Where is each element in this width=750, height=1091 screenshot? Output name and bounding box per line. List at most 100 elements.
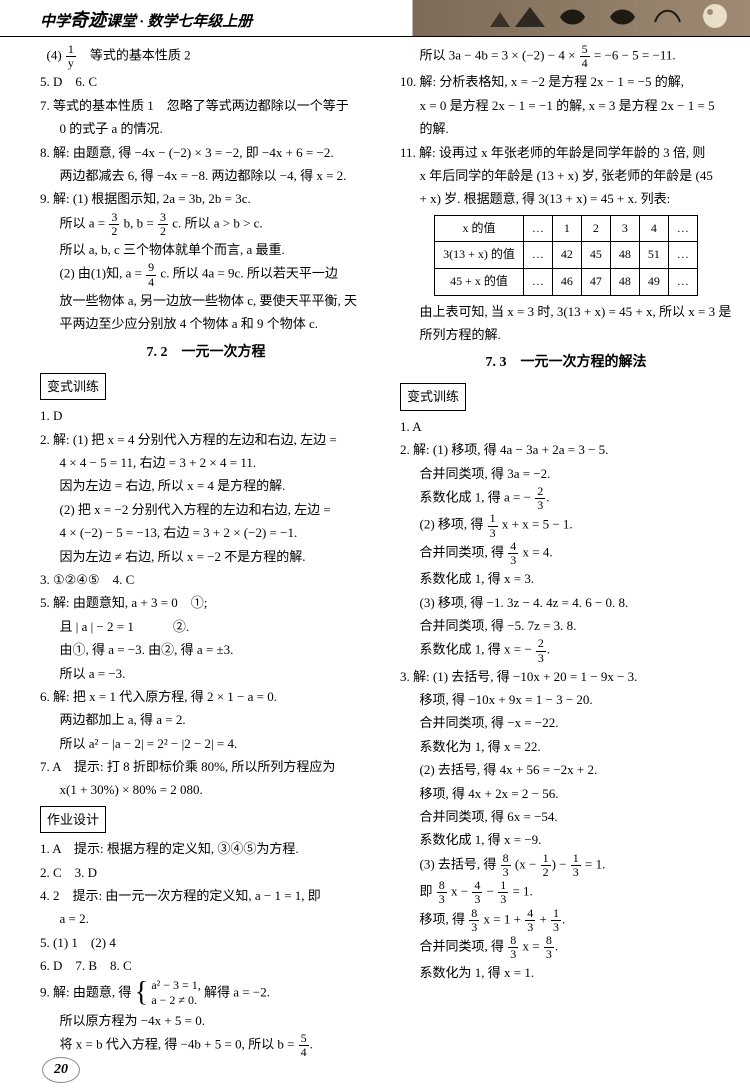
- text-line: 两边都减去 6, 得 −4x = −8. 两边都除以 −4, 得 x = 2.: [40, 164, 372, 187]
- text-span: 解得 a = −2.: [204, 984, 270, 999]
- table-cell: …: [668, 215, 697, 242]
- text-line: 10. 解: 分析表格知, x = −2 是方程 2x − 1 = −5 的解,: [400, 70, 732, 93]
- text-line: 系数化成 1, 得 x = −9.: [400, 828, 732, 851]
- text-line: 合并同类项, 得 43 x = 4.: [400, 540, 732, 567]
- page-number-container: 20: [42, 1057, 80, 1083]
- text-line: 两边都加上 a, 得 a = 2.: [40, 708, 372, 731]
- page-number: 20: [42, 1057, 80, 1083]
- brace-icon: {: [135, 982, 148, 1004]
- text-line: 移项, 得 4x + 2x = 2 − 56.: [400, 782, 732, 805]
- table-row: x 的值 … 1 2 3 4 …: [435, 215, 698, 242]
- text-line: 平两边至少应分别放 4 个物体 a 和 9 个物体 c.: [40, 312, 372, 335]
- table-cell: 47: [581, 268, 610, 295]
- header-banner: 中学奇迹课堂 · 数学七年级上册: [0, 0, 750, 37]
- text-line: 移项, 得 −10x + 9x = 1 − 3 − 20.: [400, 688, 732, 711]
- text-line: 所以原方程为 −4x + 5 = 0.: [40, 1009, 372, 1032]
- text-line: 且 | a | − 2 = 1 ②.: [40, 615, 372, 638]
- text-line: 5. D 6. C: [40, 70, 372, 93]
- text-line: 所列方程的解.: [400, 323, 732, 346]
- text-line: 1. D: [40, 404, 372, 427]
- text-line: (2) 去括号, 得 4x + 56 = −2x + 2.: [400, 758, 732, 781]
- text-line: 0 的式子 a 的情况.: [40, 117, 372, 140]
- text-line: 合并同类项, 得 83 x = 83.: [400, 934, 732, 961]
- table-cell: …: [668, 268, 697, 295]
- text-line: 3. ①②④⑤ 4. C: [40, 568, 372, 591]
- table-cell: …: [523, 268, 552, 295]
- table-cell: 3(13 + x) 的值: [435, 242, 524, 269]
- text-line: 所以 3a − 4b = 3 × (−2) − 4 × 54 = −6 − 5 …: [400, 43, 732, 70]
- text-line: 由①, 得 a = −3. 由②, 得 a = ±3.: [40, 638, 372, 661]
- text-line: 所以 a, b, c 三个物体就单个而言, a 最重.: [40, 238, 372, 261]
- text-line: 合并同类项, 得 −x = −22.: [400, 711, 732, 734]
- table-cell: …: [523, 215, 552, 242]
- text-line: 2. 解: (1) 把 x = 4 分别代入方程的左边和右边, 左边 =: [40, 428, 372, 451]
- text-line: (2) 移项, 得 13 x + x = 5 − 1.: [400, 512, 732, 539]
- table-cell: 49: [639, 268, 668, 295]
- text-line: 由上表可知, 当 x = 3 时, 3(13 + x) = 45 + x, 所以…: [400, 300, 732, 323]
- table-cell: 45: [581, 242, 610, 269]
- text-line: 系数化成 1, 得 x = 3.: [400, 567, 732, 590]
- text-line: 系数化为 1, 得 x = 1.: [400, 961, 732, 984]
- header-title: 中学奇迹课堂 · 数学七年级上册: [40, 6, 252, 32]
- section-title: 7. 3 一元一次方程的解法: [400, 350, 732, 375]
- table-cell: 48: [610, 268, 639, 295]
- page-root: 中学奇迹课堂 · 数学七年级上册 (4) 1y 等式的基本性质 2 5. D 6…: [0, 0, 750, 1091]
- text-line: 11. 解: 设再过 x 年张老师的年龄是同学年龄的 3 倍, 则: [400, 141, 732, 164]
- text-line: x = 0 是方程 2x − 1 = −1 的解, x = 3 是方程 2x −…: [400, 94, 732, 117]
- text-line: 3. 解: (1) 去括号, 得 −10x + 20 = 1 − 9x − 3.: [400, 665, 732, 688]
- text-line: 放一些物体 a, 另一边放一些物体 c, 要使天平平衡, 天: [40, 289, 372, 312]
- text-line: 合并同类项, 得 6x = −54.: [400, 805, 732, 828]
- table-cell: 45 + x 的值: [435, 268, 524, 295]
- text-line: 将 x = b 代入方程, 得 −4b + 5 = 0, 所以 b = 54.: [40, 1032, 372, 1059]
- text-line: 4. 2 提示: 由一元一次方程的定义知, a − 1 = 1, 即: [40, 884, 372, 907]
- table-cell: 1: [552, 215, 581, 242]
- text-line: 合并同类项, 得 −5. 7z = 3. 8.: [400, 614, 732, 637]
- text-line: 6. 解: 把 x = 1 代入原方程, 得 2 × 1 − a = 0.: [40, 685, 372, 708]
- text-line: 移项, 得 83 x = 1 + 43 + 13.: [400, 907, 732, 934]
- text-line: (2) 把 x = −2 分别代入方程的左边和右边, 左边 =: [40, 498, 372, 521]
- text-line: 1. A: [400, 415, 732, 438]
- text-span: a − 2 ≠ 0.: [151, 993, 197, 1007]
- text-line: 7. 等式的基本性质 1 忽略了等式两边都除以一个等于: [40, 94, 372, 117]
- text-line: 8. 解: 由题意, 得 −4x − (−2) × 3 = −2, 即 −4x …: [40, 141, 372, 164]
- text-line: 因为左边 = 右边, 所以 x = 4 是方程的解.: [40, 474, 372, 497]
- text-line: 的解.: [400, 117, 732, 140]
- text-line: 2. 解: (1) 移项, 得 4a − 3a + 2a = 3 − 5.: [400, 438, 732, 461]
- text-line: + x) 岁. 根据题意, 得 3(13 + x) = 45 + x. 列表:: [400, 187, 732, 210]
- table-cell: …: [668, 242, 697, 269]
- box-title: 变式训练: [40, 373, 106, 400]
- text-line: (2) 由(1)知, a = 94 c. 所以 4a = 9c. 所以若天平一边: [40, 261, 372, 288]
- box-title: 作业设计: [40, 806, 106, 833]
- box-title: 变式训练: [400, 383, 466, 410]
- brace-content: a² − 3 = 1, a − 2 ≠ 0.: [151, 978, 200, 1009]
- text-line: 系数化成 1, 得 x = − 23.: [400, 637, 732, 664]
- text-line: 系数化为 1, 得 x = 22.: [400, 735, 732, 758]
- section-title: 7. 2 一元一次方程: [40, 340, 372, 365]
- text-line: 9. 解: (1) 根据图示知, 2a = 3b, 2b = 3c.: [40, 187, 372, 210]
- title-part-2: 奇迹: [70, 10, 106, 30]
- text-line: (3) 去括号, 得 83 (x − 12) − 13 = 1.: [400, 852, 732, 879]
- right-column: 所以 3a − 4b = 3 × (−2) − 4 × 54 = −6 − 5 …: [386, 43, 732, 1047]
- text-line: 1. A 提示: 根据方程的定义知, ③④⑤为方程.: [40, 837, 372, 860]
- text-line: 5. (1) 1 (2) 4: [40, 931, 372, 954]
- table-cell: 4: [639, 215, 668, 242]
- text-line: 合并同类项, 得 3a = −2.: [400, 462, 732, 485]
- table-cell: 46: [552, 268, 581, 295]
- text-line: a = 2.: [40, 907, 372, 930]
- text-line: 所以 a = 32 b, b = 32 c. 所以 a > b > c.: [40, 211, 372, 238]
- text-line: x 年后同学的年龄是 (13 + x) 岁, 张老师的年龄是 (45: [400, 164, 732, 187]
- text-line: 4 × 4 − 5 = 11, 右边 = 3 + 2 × 4 = 11.: [40, 451, 372, 474]
- text-line: 因为左边 ≠ 右边, 所以 x = −2 不是方程的解.: [40, 545, 372, 568]
- text-line: 系数化成 1, 得 a = − 23.: [400, 485, 732, 512]
- left-column: (4) 1y 等式的基本性质 2 5. D 6. C 7. 等式的基本性质 1 …: [40, 43, 386, 1047]
- text-line: x(1 + 30%) × 80% = 2 080.: [40, 778, 372, 801]
- text-span: 9. 解: 由题意, 得: [40, 984, 131, 999]
- table-cell: 3: [610, 215, 639, 242]
- table-cell: 2: [581, 215, 610, 242]
- table-cell: 51: [639, 242, 668, 269]
- title-part-3: 课堂 · 数学七年级上册: [106, 14, 252, 30]
- text-line: 9. 解: 由题意, 得 { a² − 3 = 1, a − 2 ≠ 0. 解得…: [40, 978, 372, 1009]
- table-cell: 48: [610, 242, 639, 269]
- text-line: 7. A 提示: 打 8 折即标价乘 80%, 所以所列方程应为: [40, 755, 372, 778]
- data-table: x 的值 … 1 2 3 4 … 3(13 + x) 的值 … 42 45 48…: [434, 215, 698, 296]
